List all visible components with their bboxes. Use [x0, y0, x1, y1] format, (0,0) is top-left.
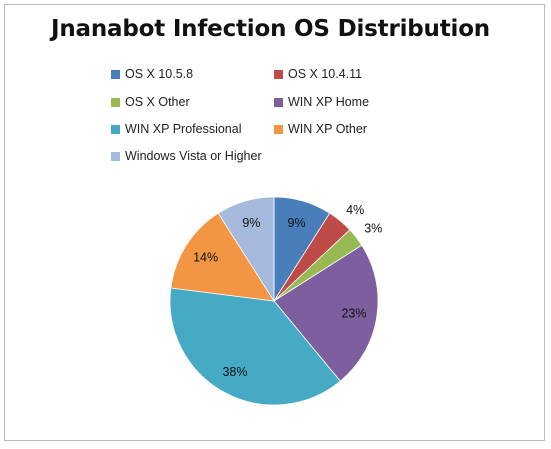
legend-item-os-x-10-4-11: OS X 10.4.11 [274, 66, 362, 82]
legend-swatch [274, 124, 283, 134]
legend-label: OS X 10.5.8 [125, 67, 194, 81]
legend-item-windows-vista-or-higher: Windows Vista or Higher [111, 148, 262, 164]
legend-swatch [274, 69, 283, 79]
pie-slice-win-xp-professional [169, 287, 341, 406]
data-label: 38% [222, 365, 247, 379]
legend-label: WIN XP Other [288, 122, 367, 136]
data-label: 14% [193, 251, 218, 265]
legend-swatch [111, 124, 120, 134]
legend-item-win-xp-other: WIN XP Other [274, 121, 367, 137]
legend-swatch [111, 97, 120, 107]
legend-item-win-xp-professional: WIN XP Professional [111, 121, 241, 137]
legend-swatch [111, 151, 120, 161]
legend-label: Windows Vista or Higher [125, 149, 262, 163]
legend-swatch [111, 69, 120, 79]
pie-slice-windows-vista-or-higher [217, 196, 275, 303]
legend-swatch [274, 97, 283, 107]
legend-label: WIN XP Home [288, 95, 370, 109]
data-label: 23% [341, 307, 366, 321]
data-label: 9% [288, 216, 306, 230]
data-label: 4% [346, 203, 364, 217]
legend-item-win-xp-home: WIN XP Home [274, 94, 369, 110]
legend-item-os-x-other: OS X Other [111, 94, 190, 110]
pie-slice-win-xp-home [273, 244, 379, 382]
legend-label: OS X 10.4.11 [288, 67, 363, 81]
legend-label: OS X Other [125, 95, 190, 109]
legend-label: WIN XP Professional [125, 122, 242, 136]
data-label: 3% [364, 222, 382, 236]
legend-item-os-x-10-5-8: OS X 10.5.8 [111, 66, 193, 82]
pie-slice-win-xp-other [170, 212, 275, 302]
data-label: 9% [242, 216, 260, 230]
chart-title: Jnanabot Infection OS Distribution [51, 16, 490, 42]
